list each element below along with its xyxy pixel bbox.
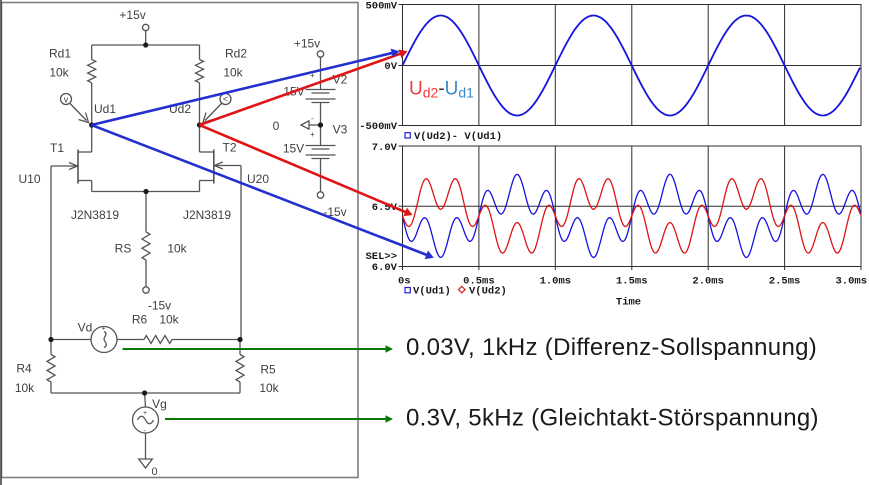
svg-text:2.0ms: 2.0ms xyxy=(692,276,724,288)
svg-text:J2N3819: J2N3819 xyxy=(183,208,231,222)
svg-text:0.5ms: 0.5ms xyxy=(463,276,495,288)
svg-text:R5: R5 xyxy=(260,363,276,377)
svg-text:-15v: -15v xyxy=(323,205,346,219)
svg-text:T1: T1 xyxy=(50,141,64,155)
svg-text:+: + xyxy=(310,71,315,80)
svg-text:v: v xyxy=(64,95,69,105)
svg-text:1.0ms: 1.0ms xyxy=(540,276,572,288)
svg-text:10k: 10k xyxy=(223,66,243,80)
svg-text:+: + xyxy=(143,410,147,417)
svg-text:V(Ud1): V(Ud1) xyxy=(413,286,451,298)
svg-text:-500mV: -500mV xyxy=(359,121,398,133)
svg-text:Rd1: Rd1 xyxy=(49,47,71,61)
svg-text:J2N3819: J2N3819 xyxy=(71,208,119,222)
svg-text:0.3V, 5kHz (Gleichtakt-Störspa: 0.3V, 5kHz (Gleichtakt-Störspannung) xyxy=(406,405,819,432)
svg-text:Rd2: Rd2 xyxy=(225,47,247,61)
svg-text:SEL>>: SEL>> xyxy=(365,251,397,263)
svg-text:R6: R6 xyxy=(132,313,148,327)
svg-text:0: 0 xyxy=(273,119,280,133)
svg-text:10k: 10k xyxy=(15,381,35,395)
svg-text:6.0V: 6.0V xyxy=(372,262,398,274)
svg-text:0s: 0s xyxy=(398,276,411,288)
svg-text:10k: 10k xyxy=(49,66,69,80)
svg-text:T2: T2 xyxy=(222,141,236,155)
svg-text:-: - xyxy=(144,428,147,435)
svg-text:U20: U20 xyxy=(247,172,269,186)
svg-text:15V: 15V xyxy=(283,142,304,156)
svg-text:+15v: +15v xyxy=(119,8,145,22)
svg-text:V3: V3 xyxy=(333,123,348,137)
svg-text:R4: R4 xyxy=(16,362,32,376)
svg-text:Ud2-Ud1: Ud2-Ud1 xyxy=(409,79,474,101)
svg-text:10k: 10k xyxy=(159,313,179,327)
svg-text:+: + xyxy=(102,326,106,333)
svg-text:0V: 0V xyxy=(384,61,397,73)
svg-text:U10: U10 xyxy=(18,172,40,186)
svg-text:7.0V: 7.0V xyxy=(372,142,398,154)
svg-text:V(Ud2): V(Ud2) xyxy=(469,286,507,298)
svg-text:Vg: Vg xyxy=(152,397,167,411)
svg-text:V(Ud2)- V(Ud1): V(Ud2)- V(Ud1) xyxy=(414,131,502,143)
svg-text:+: + xyxy=(310,130,315,139)
svg-text:<: < xyxy=(223,94,228,104)
svg-text:+15v: +15v xyxy=(294,37,320,51)
svg-text:Vd: Vd xyxy=(78,321,93,335)
svg-text:-: - xyxy=(311,114,314,123)
svg-text:2.5ms: 2.5ms xyxy=(769,276,801,288)
svg-text:3.0ms: 3.0ms xyxy=(835,276,867,288)
svg-text:0.03V, 1kHz (Differenz-Sollspa: 0.03V, 1kHz (Differenz-Sollspannung) xyxy=(406,334,817,361)
svg-text:RS: RS xyxy=(115,242,132,256)
svg-text:0: 0 xyxy=(151,466,157,478)
svg-text:500mV: 500mV xyxy=(365,1,397,13)
svg-text:10k: 10k xyxy=(259,381,279,395)
svg-text:10k: 10k xyxy=(167,242,187,256)
svg-text:-15v: -15v xyxy=(148,299,171,313)
svg-text:Time: Time xyxy=(616,297,641,309)
svg-text:Ud1: Ud1 xyxy=(94,102,116,116)
svg-text:1.5ms: 1.5ms xyxy=(616,276,648,288)
